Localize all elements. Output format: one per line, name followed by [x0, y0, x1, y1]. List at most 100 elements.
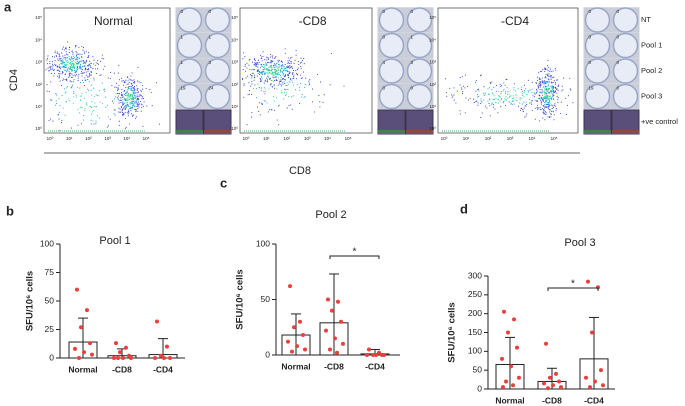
event-dot	[512, 98, 514, 100]
event-dot	[70, 65, 72, 67]
event-dot	[115, 82, 117, 84]
event-dot	[71, 69, 73, 71]
event-dot	[273, 65, 275, 67]
event-dot	[491, 81, 493, 83]
event-dot	[102, 68, 104, 70]
event-dot	[289, 65, 291, 67]
y-tick-label: 100	[256, 238, 270, 248]
well	[584, 83, 611, 110]
event-dot	[544, 76, 546, 78]
event-dot	[268, 62, 270, 64]
y-tick-label: 50	[45, 295, 55, 305]
event-dot	[125, 86, 127, 88]
event-dot	[140, 90, 142, 93]
event-dot	[544, 119, 546, 121]
event-dot	[550, 116, 552, 118]
event-dot	[62, 63, 64, 65]
event-dot	[269, 109, 271, 111]
event-dot	[93, 77, 95, 79]
event-dot	[476, 96, 478, 98]
panel-label: b	[6, 203, 14, 218]
event-dot	[484, 92, 486, 94]
event-dot	[548, 101, 550, 103]
event-dot	[88, 52, 90, 54]
event-dot	[260, 76, 263, 78]
event-dot	[120, 102, 122, 104]
event-dot	[84, 107, 86, 109]
event-dot	[515, 90, 517, 92]
data-point	[502, 309, 506, 314]
data-point	[599, 368, 603, 373]
event-dot	[74, 64, 76, 66]
event-dot	[280, 75, 282, 77]
event-dot	[130, 88, 132, 90]
event-dot	[71, 76, 73, 78]
event-dot	[261, 56, 263, 58]
event-dot	[138, 96, 140, 98]
event-dot	[69, 80, 71, 82]
event-dot	[69, 58, 71, 61]
event-dot	[542, 86, 544, 88]
event-dot	[266, 102, 268, 104]
event-dot	[133, 87, 135, 89]
event-dot	[541, 70, 543, 72]
event-dot	[293, 95, 295, 97]
control-edge	[176, 130, 203, 134]
event-dot	[127, 80, 129, 82]
event-dot	[257, 59, 260, 61]
event-dot	[284, 76, 286, 78]
event-dot	[498, 90, 500, 92]
event-dot	[309, 79, 311, 81]
event-dot	[82, 47, 85, 49]
event-dot	[114, 114, 116, 116]
event-dot	[305, 77, 307, 79]
event-dot	[493, 104, 495, 106]
data-point	[367, 347, 371, 352]
event-dot	[53, 75, 55, 77]
event-dot	[551, 86, 553, 88]
event-dot	[51, 68, 53, 70]
event-dot	[102, 103, 104, 105]
event-dot	[64, 57, 66, 59]
event-dot	[488, 93, 490, 95]
event-dot	[493, 98, 496, 100]
event-dot	[75, 96, 78, 98]
event-dot	[243, 83, 245, 85]
event-dot	[248, 93, 251, 95]
event-dot	[291, 79, 293, 81]
event-dot	[565, 97, 567, 100]
event-dot	[260, 90, 262, 92]
event-dot	[267, 69, 270, 71]
event-dot	[61, 52, 63, 54]
event-dot	[542, 99, 544, 101]
event-dot	[446, 95, 448, 97]
event-dot	[70, 87, 72, 89]
well	[406, 7, 433, 33]
event-dot	[488, 87, 491, 89]
event-dot	[550, 113, 552, 115]
event-dot	[88, 54, 90, 56]
event-dot	[133, 98, 135, 100]
event-dot	[256, 75, 258, 77]
event-dot	[280, 79, 282, 81]
event-dot	[552, 107, 555, 109]
event-dot	[67, 54, 69, 56]
well-count: 0	[617, 35, 620, 40]
event-dot	[128, 85, 130, 88]
event-dot	[250, 85, 252, 87]
event-dot	[59, 73, 61, 75]
event-dot	[61, 48, 64, 50]
event-dot	[279, 71, 282, 73]
event-dot	[61, 70, 63, 73]
y-axis-label: SFU/10⁶ cells	[447, 302, 458, 362]
event-dot	[281, 72, 283, 74]
event-dot	[253, 58, 255, 60]
flow-y-tick: 10⁰	[35, 126, 42, 131]
event-dot	[499, 83, 501, 85]
event-dot	[122, 114, 124, 116]
event-dot	[139, 94, 141, 96]
well-count: 0	[617, 60, 620, 65]
event-dot	[80, 63, 82, 66]
